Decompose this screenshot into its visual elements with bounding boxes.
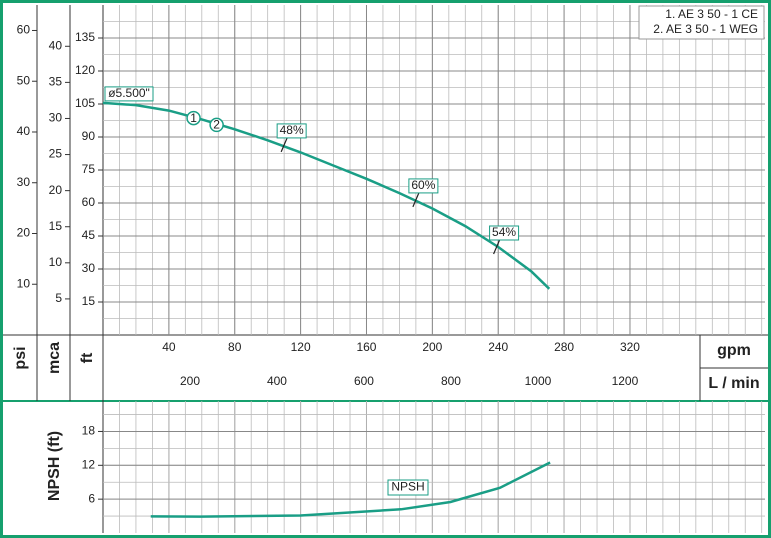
axis-title: psi — [12, 346, 29, 369]
axis-title: ft — [79, 352, 96, 363]
marker-label: 1 — [190, 111, 197, 125]
y-tick-label: 120 — [75, 63, 95, 77]
y-tick-label: 15 — [82, 294, 96, 308]
x-tick-label: 160 — [356, 340, 376, 354]
x-tick-label: 320 — [620, 340, 640, 354]
x2-tick-label: 1200 — [612, 374, 639, 388]
efficiency-label: 48% — [280, 123, 304, 137]
y2-tick-label: 15 — [49, 219, 63, 233]
series-label: ø5.500" — [108, 86, 150, 100]
y3-tick-label: 40 — [17, 124, 31, 138]
y-tick-label: 105 — [75, 96, 95, 110]
x-tick-label: 280 — [554, 340, 574, 354]
y3-tick-label: 30 — [17, 175, 31, 189]
y-tick-label: 45 — [82, 228, 96, 242]
label-box — [408, 178, 439, 194]
axis-title: mca — [46, 342, 63, 374]
axis-title: L / min — [708, 375, 759, 392]
y-tick-label: 30 — [82, 261, 96, 275]
y-tick-label: 75 — [82, 162, 96, 176]
x-tick-label: 80 — [228, 340, 242, 354]
label-box — [276, 123, 307, 139]
x-tick-label: 120 — [291, 340, 311, 354]
label-box — [104, 86, 154, 102]
x2-tick-label: 1000 — [525, 374, 552, 388]
x-tick-label: 40 — [162, 340, 176, 354]
y3-tick-label: 50 — [17, 73, 31, 87]
y3-tick-label: 20 — [17, 226, 31, 240]
x-tick-label: 200 — [422, 340, 442, 354]
efficiency-mark — [280, 137, 288, 153]
y2-tick-label: 30 — [49, 111, 63, 125]
legend-entry: 2. AE 3 50 - 1 WEG — [653, 22, 758, 36]
curve — [102, 101, 551, 290]
y-tick-label: 90 — [82, 129, 96, 143]
y2-tick-label: 5 — [55, 291, 62, 305]
y3-tick-label: 60 — [17, 23, 31, 37]
x2-tick-label: 200 — [180, 374, 200, 388]
y3-tick-label: 10 — [17, 276, 31, 290]
marker-label: 2 — [213, 118, 220, 132]
legend-entry: 1. AE 3 50 - 1 CE — [665, 7, 758, 21]
efficiency-label: 60% — [411, 178, 435, 192]
x2-tick-label: 800 — [441, 374, 461, 388]
legend: 1. AE 3 50 - 1 CE2. AE 3 50 - 1 WEG — [638, 5, 765, 40]
y2-tick-label: 10 — [49, 255, 63, 269]
y-tick-label: 6 — [88, 491, 95, 505]
series-label: NPSH — [391, 480, 424, 494]
legend-box — [638, 5, 765, 40]
label-box — [489, 225, 520, 241]
x2-tick-label: 400 — [267, 374, 287, 388]
y-tick-label: 60 — [82, 195, 96, 209]
model-marker — [186, 110, 201, 126]
y-tick-label: 135 — [75, 30, 95, 44]
y-tick-label: 18 — [82, 424, 96, 438]
efficiency-mark — [412, 192, 420, 208]
y2-tick-label: 35 — [49, 75, 63, 89]
efficiency-mark — [493, 239, 501, 255]
x2-tick-label: 600 — [354, 374, 374, 388]
y-tick-label: 12 — [82, 457, 96, 471]
efficiency-label: 54% — [492, 225, 516, 239]
y2-tick-label: 25 — [49, 147, 63, 161]
y2-tick-label: 40 — [49, 38, 63, 52]
curve — [150, 461, 551, 518]
x-tick-label: 240 — [488, 340, 508, 354]
model-marker — [209, 117, 224, 133]
axis-title: NPSH (ft) — [46, 431, 63, 501]
y2-tick-label: 20 — [49, 183, 63, 197]
axis-title: gpm — [717, 342, 751, 359]
axis-row — [3, 335, 768, 401]
label-box — [387, 479, 429, 496]
